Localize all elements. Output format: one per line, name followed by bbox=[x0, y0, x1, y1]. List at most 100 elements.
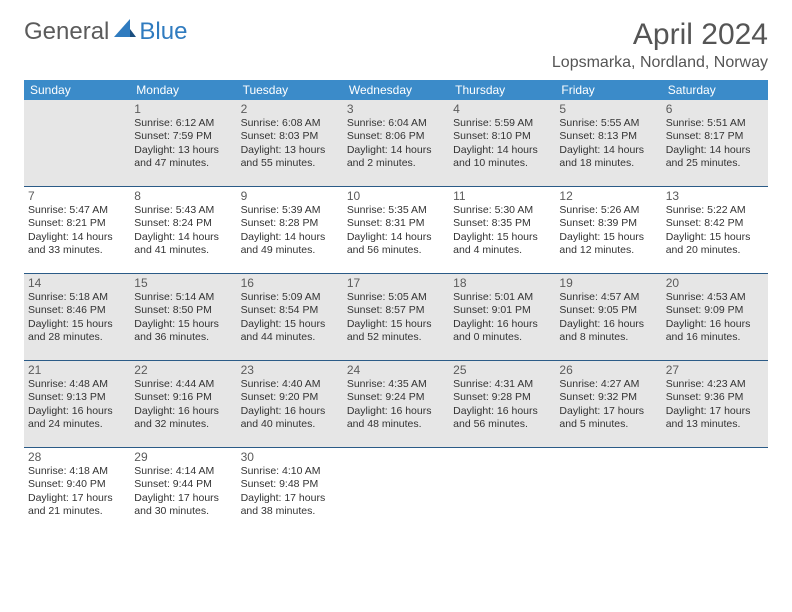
sunrise-text: Sunrise: 4:27 AM bbox=[559, 378, 657, 391]
day-info: Sunrise: 4:53 AMSunset: 9:09 PMDaylight:… bbox=[666, 291, 764, 345]
sunset-text: Sunset: 8:03 PM bbox=[241, 130, 339, 143]
daylight-text: and 33 minutes. bbox=[28, 244, 126, 257]
calendar-cell: 25Sunrise: 4:31 AMSunset: 9:28 PMDayligh… bbox=[449, 361, 555, 447]
calendar-cell: 4Sunrise: 5:59 AMSunset: 8:10 PMDaylight… bbox=[449, 100, 555, 186]
daylight-text: and 55 minutes. bbox=[241, 157, 339, 170]
sunset-text: Sunset: 8:28 PM bbox=[241, 217, 339, 230]
daylight-text: and 21 minutes. bbox=[28, 505, 126, 518]
day-number: 11 bbox=[453, 189, 551, 203]
sunrise-text: Sunrise: 5:01 AM bbox=[453, 291, 551, 304]
sunset-text: Sunset: 9:16 PM bbox=[134, 391, 232, 404]
sunset-text: Sunset: 8:35 PM bbox=[453, 217, 551, 230]
day-info: Sunrise: 4:44 AMSunset: 9:16 PMDaylight:… bbox=[134, 378, 232, 432]
day-number: 5 bbox=[559, 102, 657, 116]
sunrise-text: Sunrise: 5:35 AM bbox=[347, 204, 445, 217]
calendar-cell: 15Sunrise: 5:14 AMSunset: 8:50 PMDayligh… bbox=[130, 274, 236, 360]
logo-text-2: Blue bbox=[139, 18, 187, 46]
daylight-text: Daylight: 14 hours bbox=[666, 144, 764, 157]
sunrise-text: Sunrise: 5:09 AM bbox=[241, 291, 339, 304]
calendar-cell: 17Sunrise: 5:05 AMSunset: 8:57 PMDayligh… bbox=[343, 274, 449, 360]
calendar-cell: 29Sunrise: 4:14 AMSunset: 9:44 PMDayligh… bbox=[130, 448, 236, 534]
sunrise-text: Sunrise: 4:44 AM bbox=[134, 378, 232, 391]
daylight-text: Daylight: 14 hours bbox=[559, 144, 657, 157]
sunset-text: Sunset: 9:05 PM bbox=[559, 304, 657, 317]
sunset-text: Sunset: 8:57 PM bbox=[347, 304, 445, 317]
daylight-text: Daylight: 15 hours bbox=[666, 231, 764, 244]
calendar-cell: 18Sunrise: 5:01 AMSunset: 9:01 PMDayligh… bbox=[449, 274, 555, 360]
day-number: 1 bbox=[134, 102, 232, 116]
day-info: Sunrise: 4:48 AMSunset: 9:13 PMDaylight:… bbox=[28, 378, 126, 432]
sunrise-text: Sunrise: 4:48 AM bbox=[28, 378, 126, 391]
page-title: April 2024 bbox=[552, 18, 768, 52]
calendar-week: 21Sunrise: 4:48 AMSunset: 9:13 PMDayligh… bbox=[24, 361, 768, 448]
daylight-text: and 24 minutes. bbox=[28, 418, 126, 431]
weekday-header: Tuesday bbox=[237, 80, 343, 100]
weekday-header: Thursday bbox=[449, 80, 555, 100]
calendar-week: 1Sunrise: 6:12 AMSunset: 7:59 PMDaylight… bbox=[24, 100, 768, 187]
day-number: 24 bbox=[347, 363, 445, 377]
calendar-cell bbox=[24, 100, 130, 186]
day-info: Sunrise: 5:47 AMSunset: 8:21 PMDaylight:… bbox=[28, 204, 126, 258]
calendar-cell: 26Sunrise: 4:27 AMSunset: 9:32 PMDayligh… bbox=[555, 361, 661, 447]
daylight-text: and 52 minutes. bbox=[347, 331, 445, 344]
day-number: 4 bbox=[453, 102, 551, 116]
day-info: Sunrise: 4:57 AMSunset: 9:05 PMDaylight:… bbox=[559, 291, 657, 345]
daylight-text: and 13 minutes. bbox=[666, 418, 764, 431]
daylight-text: Daylight: 16 hours bbox=[559, 318, 657, 331]
daylight-text: and 30 minutes. bbox=[134, 505, 232, 518]
day-info: Sunrise: 5:39 AMSunset: 8:28 PMDaylight:… bbox=[241, 204, 339, 258]
daylight-text: Daylight: 14 hours bbox=[347, 144, 445, 157]
sunset-text: Sunset: 7:59 PM bbox=[134, 130, 232, 143]
calendar-cell: 20Sunrise: 4:53 AMSunset: 9:09 PMDayligh… bbox=[662, 274, 768, 360]
day-info: Sunrise: 5:55 AMSunset: 8:13 PMDaylight:… bbox=[559, 117, 657, 171]
day-number: 6 bbox=[666, 102, 764, 116]
weekday-header: Saturday bbox=[662, 80, 768, 100]
calendar-cell: 1Sunrise: 6:12 AMSunset: 7:59 PMDaylight… bbox=[130, 100, 236, 186]
calendar-cell: 21Sunrise: 4:48 AMSunset: 9:13 PMDayligh… bbox=[24, 361, 130, 447]
daylight-text: Daylight: 16 hours bbox=[241, 405, 339, 418]
day-number: 28 bbox=[28, 450, 126, 464]
header: General Blue April 2024 Lopsmarka, Nordl… bbox=[24, 18, 768, 72]
daylight-text: Daylight: 16 hours bbox=[453, 318, 551, 331]
sunset-text: Sunset: 8:10 PM bbox=[453, 130, 551, 143]
day-info: Sunrise: 5:30 AMSunset: 8:35 PMDaylight:… bbox=[453, 204, 551, 258]
sunrise-text: Sunrise: 4:14 AM bbox=[134, 465, 232, 478]
sunset-text: Sunset: 9:28 PM bbox=[453, 391, 551, 404]
calendar-cell: 28Sunrise: 4:18 AMSunset: 9:40 PMDayligh… bbox=[24, 448, 130, 534]
daylight-text: and 5 minutes. bbox=[559, 418, 657, 431]
daylight-text: and 10 minutes. bbox=[453, 157, 551, 170]
daylight-text: and 2 minutes. bbox=[347, 157, 445, 170]
daylight-text: and 8 minutes. bbox=[559, 331, 657, 344]
day-number: 21 bbox=[28, 363, 126, 377]
day-number: 12 bbox=[559, 189, 657, 203]
daylight-text: Daylight: 17 hours bbox=[666, 405, 764, 418]
sunset-text: Sunset: 9:13 PM bbox=[28, 391, 126, 404]
logo: General Blue bbox=[24, 18, 187, 46]
sunrise-text: Sunrise: 5:05 AM bbox=[347, 291, 445, 304]
location: Lopsmarka, Nordland, Norway bbox=[552, 54, 768, 72]
sunrise-text: Sunrise: 6:08 AM bbox=[241, 117, 339, 130]
day-number: 20 bbox=[666, 276, 764, 290]
day-info: Sunrise: 4:40 AMSunset: 9:20 PMDaylight:… bbox=[241, 378, 339, 432]
day-number: 18 bbox=[453, 276, 551, 290]
calendar-cell: 13Sunrise: 5:22 AMSunset: 8:42 PMDayligh… bbox=[662, 187, 768, 273]
daylight-text: Daylight: 17 hours bbox=[559, 405, 657, 418]
sunrise-text: Sunrise: 4:31 AM bbox=[453, 378, 551, 391]
sunset-text: Sunset: 8:13 PM bbox=[559, 130, 657, 143]
daylight-text: and 48 minutes. bbox=[347, 418, 445, 431]
daylight-text: and 18 minutes. bbox=[559, 157, 657, 170]
daylight-text: Daylight: 14 hours bbox=[241, 231, 339, 244]
daylight-text: Daylight: 15 hours bbox=[28, 318, 126, 331]
sunrise-text: Sunrise: 5:55 AM bbox=[559, 117, 657, 130]
day-info: Sunrise: 5:01 AMSunset: 9:01 PMDaylight:… bbox=[453, 291, 551, 345]
weekday-header: Friday bbox=[555, 80, 661, 100]
calendar-cell: 30Sunrise: 4:10 AMSunset: 9:48 PMDayligh… bbox=[237, 448, 343, 534]
daylight-text: and 36 minutes. bbox=[134, 331, 232, 344]
daylight-text: and 40 minutes. bbox=[241, 418, 339, 431]
calendar-cell: 7Sunrise: 5:47 AMSunset: 8:21 PMDaylight… bbox=[24, 187, 130, 273]
daylight-text: and 47 minutes. bbox=[134, 157, 232, 170]
daylight-text: and 56 minutes. bbox=[453, 418, 551, 431]
sunset-text: Sunset: 8:06 PM bbox=[347, 130, 445, 143]
sunset-text: Sunset: 8:42 PM bbox=[666, 217, 764, 230]
calendar: SundayMondayTuesdayWednesdayThursdayFrid… bbox=[24, 80, 768, 534]
